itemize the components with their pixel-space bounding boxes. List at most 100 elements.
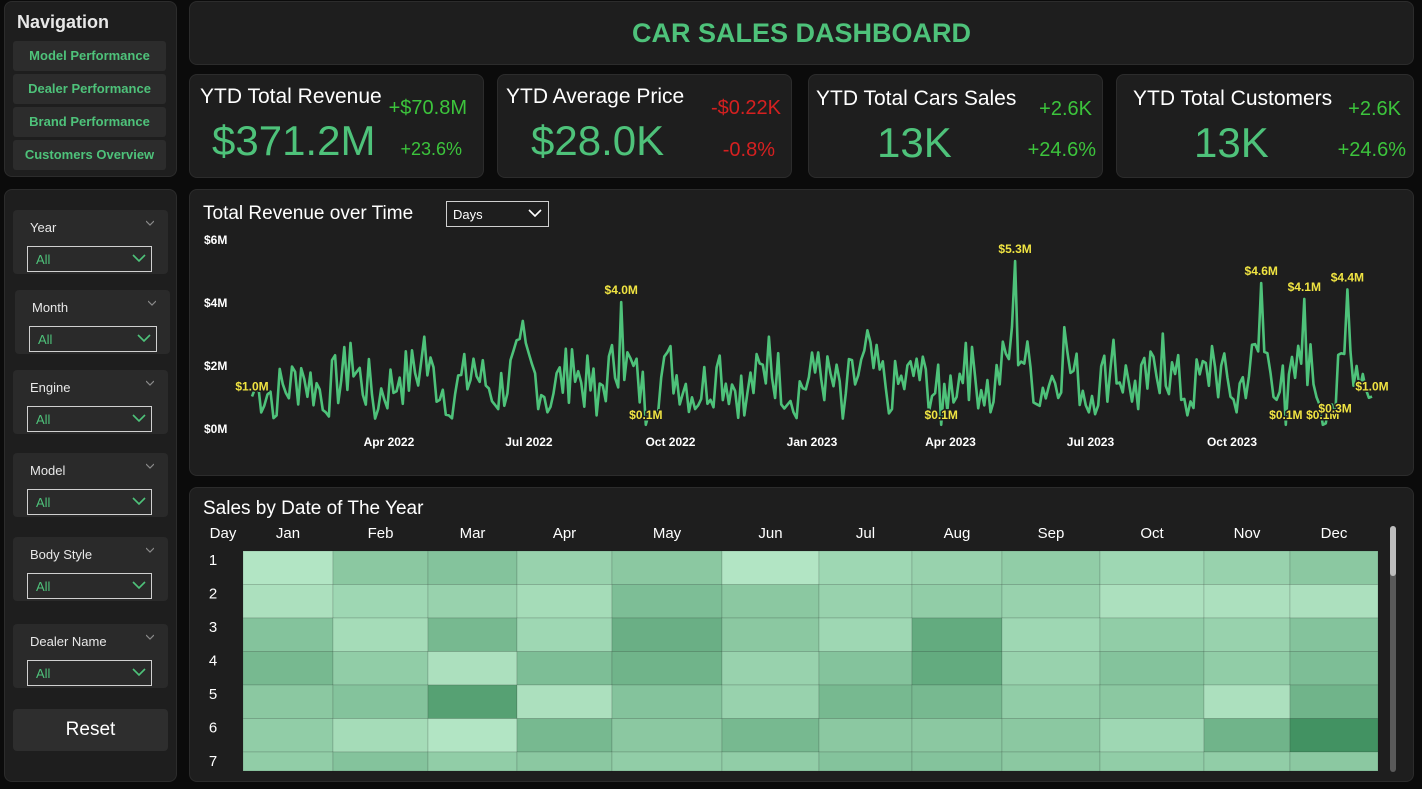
- heatmap-cell: [611, 718, 723, 753]
- kpi-title: YTD Total Revenue: [200, 85, 382, 108]
- data-label: $1.0M: [1355, 380, 1388, 394]
- chevron-down-icon[interactable]: [148, 299, 156, 307]
- heatmap-cell: [611, 751, 723, 772]
- heatmap-cell: [1203, 718, 1291, 753]
- chevron-down-icon[interactable]: [146, 379, 154, 387]
- heatmap-cell: [911, 550, 1003, 585]
- chevron-down-icon: [132, 668, 146, 677]
- kpi-title: YTD Total Cars Sales: [816, 87, 1017, 110]
- chevron-down-icon[interactable]: [146, 633, 154, 641]
- engine-select[interactable]: All: [27, 406, 152, 432]
- filter-dealer-name: Dealer Name All: [13, 624, 168, 688]
- y-tick-label: $0M: [204, 422, 227, 436]
- heatmap-cell: [1001, 584, 1101, 619]
- chevron-down-icon[interactable]: [146, 462, 154, 470]
- heatmap-column-label: Jun: [758, 525, 782, 542]
- heatmap-cell: [516, 550, 613, 585]
- kpi-value: 13K: [877, 119, 952, 166]
- filter-month: Month All: [15, 290, 170, 354]
- heatmap-cell: [242, 718, 334, 753]
- filter-engine: Engine All: [13, 370, 168, 434]
- heatmap-column-label: Apr: [553, 525, 576, 542]
- select-value: All: [36, 666, 51, 681]
- heatmap-row-label: 5: [209, 686, 217, 703]
- heatmap-cell: [1203, 751, 1291, 772]
- heatmap-cell: [1099, 684, 1205, 719]
- heatmap-cell: [611, 651, 723, 686]
- nav-brand-performance[interactable]: Brand Performance: [13, 107, 166, 137]
- heatmap-scrollbar[interactable]: [1390, 526, 1396, 772]
- heatmap-column-label: Nov: [1234, 525, 1261, 542]
- kpi-value: $28.0K: [531, 117, 665, 164]
- navigation-title: Navigation: [17, 12, 110, 32]
- heatmap-cell: [516, 584, 613, 619]
- kpi-card-cars-sales: YTD Total Cars Sales 13K +2.6K +24.6%: [808, 74, 1103, 178]
- heatmap-cell: [611, 584, 723, 619]
- nav-dealer-performance[interactable]: Dealer Performance: [13, 74, 166, 104]
- revenue-line-chart: $0M $2M $4M $6M Apr 2022 Jul 2022 Oct 2022 Jan …: [204, 233, 1390, 449]
- heatmap-cell: [516, 718, 613, 753]
- chevron-down-icon: [132, 414, 146, 423]
- dealer-name-select[interactable]: All: [27, 660, 152, 686]
- heatmap-cell: [332, 751, 429, 772]
- heatmap-cell: [1289, 718, 1379, 753]
- month-select[interactable]: All: [29, 326, 157, 352]
- filters-panel: Year All Month All Engine All Model All …: [4, 189, 177, 782]
- scrollbar-thumb[interactable]: [1390, 526, 1396, 576]
- kpi-value: $371.2M: [212, 117, 376, 164]
- heatmap-cell: [242, 550, 334, 585]
- heatmap-cell: [1099, 751, 1205, 772]
- nav-customers-overview[interactable]: Customers Overview: [13, 140, 166, 170]
- heatmap-column-label: Mar: [460, 525, 486, 542]
- body-style-select[interactable]: All: [27, 573, 152, 599]
- kpi-title: YTD Total Customers: [1133, 87, 1333, 110]
- heatmap-cell: [721, 751, 820, 772]
- nav-model-performance[interactable]: Model Performance: [13, 41, 166, 71]
- filter-model: Model All: [13, 453, 168, 517]
- reset-button[interactable]: Reset: [13, 709, 168, 751]
- heatmap-cell: [1001, 718, 1101, 753]
- granularity-value: Days: [453, 207, 483, 222]
- heatmap-cell: [1001, 550, 1101, 585]
- heatmap-cell: [516, 617, 613, 652]
- filter-label: Model: [30, 463, 66, 478]
- heatmap-cell: [1289, 651, 1379, 686]
- heatmap-cell: [1289, 584, 1379, 619]
- heatmap-cell: [516, 751, 613, 772]
- heatmap-cell: [911, 751, 1003, 772]
- heatmap-cell: [911, 718, 1003, 753]
- heatmap-cell: [1099, 584, 1205, 619]
- heatmap-column-label: Sep: [1038, 525, 1065, 542]
- heatmap-cell: [818, 718, 913, 753]
- heatmap-cell: [1203, 584, 1291, 619]
- y-tick-label: $6M: [204, 233, 227, 247]
- heatmap-cell: [818, 550, 913, 585]
- heatmap-title: Sales by Date of The Year: [203, 498, 424, 519]
- heatmap-row-label: 1: [209, 552, 217, 569]
- x-tick-label: Jul 2022: [505, 435, 553, 449]
- data-label: $0.3M: [1318, 402, 1351, 416]
- heatmap-cell: [611, 684, 723, 719]
- heatmap-cell: [242, 651, 334, 686]
- heatmap-column-label: Dec: [1321, 525, 1348, 542]
- heatmap-cell: [427, 751, 518, 772]
- heatmap-cell: [427, 617, 518, 652]
- heatmap-cell: [427, 584, 518, 619]
- heatmap-cell: [242, 751, 334, 772]
- heatmap-cell: [721, 584, 820, 619]
- filter-label: Engine: [30, 380, 71, 395]
- chevron-down-icon[interactable]: [146, 219, 154, 227]
- heatmap-cell: [611, 550, 723, 585]
- heatmap-cell: [1289, 684, 1379, 719]
- sales-heatmap: Day Jan Feb Mar Apr May Jun Jul Aug Sep Oct Nov Dec 1…: [209, 525, 1379, 772]
- revenue-chart-title: Total Revenue over Time: [203, 203, 414, 224]
- chevron-down-icon[interactable]: [146, 546, 154, 554]
- heatmap-cell: [818, 651, 913, 686]
- heatmap-cell: [611, 617, 723, 652]
- granularity-dropdown[interactable]: Days: [446, 201, 549, 227]
- heatmap-row-label: 3: [209, 619, 217, 636]
- filter-label: Month: [32, 300, 69, 315]
- heatmap-cell: [1289, 550, 1379, 585]
- model-select[interactable]: All: [27, 489, 152, 515]
- year-select[interactable]: All: [27, 246, 152, 272]
